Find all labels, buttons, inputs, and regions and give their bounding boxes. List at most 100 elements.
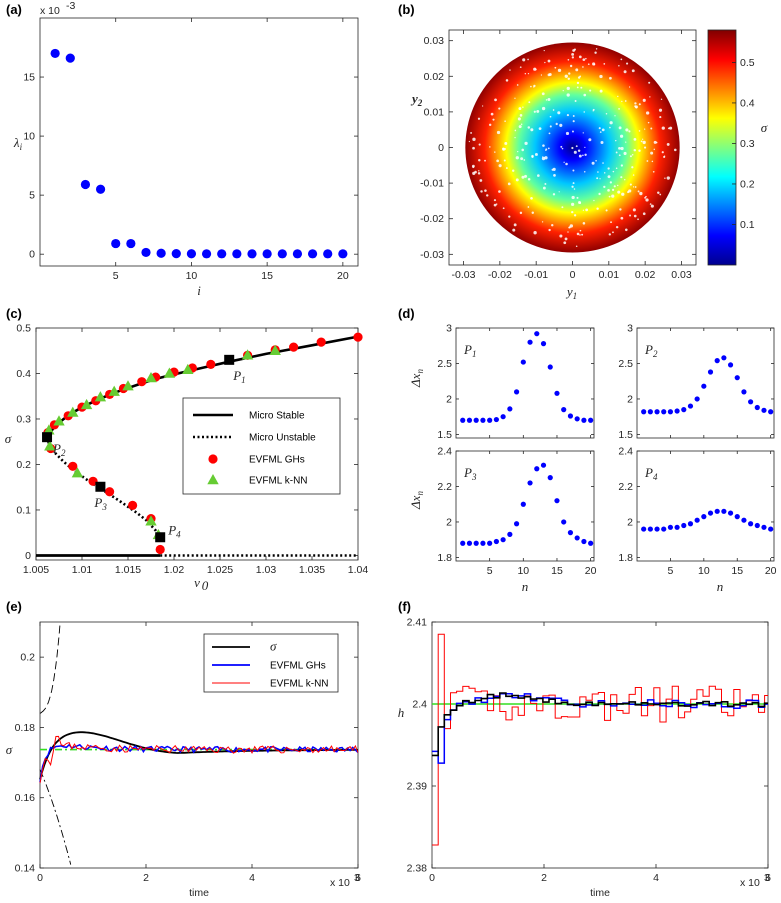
eigenvalue-point (247, 249, 257, 259)
profile-point (667, 409, 674, 415)
x-tick-label: 6 (765, 872, 771, 884)
profile-point (581, 417, 587, 423)
scatter-gap (482, 105, 484, 107)
scatter-gap (575, 68, 579, 72)
scatter-gap (533, 67, 537, 71)
profile-point (687, 521, 694, 527)
x-tick-label: 1.04 (348, 564, 369, 576)
y-tick-label: 0.01 (424, 106, 445, 118)
scatter-gap (544, 156, 548, 160)
scatter-gap (587, 63, 590, 66)
scatter-gap (521, 175, 525, 179)
scatter-gap (585, 57, 587, 60)
eigenvalue-point (201, 249, 212, 259)
scatter-gap (527, 206, 530, 208)
scatter-gap (608, 195, 611, 198)
scatter-gap (571, 52, 575, 56)
scatter-gap (596, 177, 599, 180)
profile-point (487, 417, 493, 423)
scatter-gap (628, 130, 631, 133)
y-tick-label: 0.2 (20, 652, 35, 664)
scatter-gap (571, 146, 574, 150)
ghs-point (155, 544, 165, 555)
profile-point (513, 521, 520, 527)
scatter-gap (541, 106, 546, 111)
knn-point (44, 440, 56, 451)
profile-point (681, 522, 687, 529)
scatter-gap (584, 146, 586, 149)
y-tick-label: 2.39 (407, 781, 428, 793)
profile-point (473, 540, 479, 546)
x-axis-label: i (197, 283, 201, 298)
eigenvalue-point (323, 249, 333, 259)
profile-point (534, 466, 540, 472)
scatter-gap (472, 146, 475, 150)
knn-point (122, 380, 134, 391)
scatter-gap (552, 109, 555, 111)
scatter-gap (644, 128, 646, 130)
profile-point (493, 538, 499, 545)
scatter-gap (549, 125, 552, 128)
scatter-gap (505, 79, 509, 82)
y-tick-label: 2 (446, 393, 452, 405)
knn-series (39, 735, 359, 784)
knn-point (71, 467, 84, 478)
scatter-gap (468, 140, 470, 143)
scatter-gap (583, 111, 585, 113)
profile-point (487, 540, 493, 546)
scatter-gap (620, 176, 623, 179)
scatter-gap (598, 192, 601, 196)
knn-point (163, 367, 176, 378)
knn-point (94, 391, 107, 402)
legend-label: EVFML GHs (249, 455, 305, 466)
scatter-gap (566, 86, 570, 91)
profile-point (574, 416, 580, 422)
knn-point (269, 344, 281, 355)
scatter-gap (548, 132, 551, 135)
scatter-gap (653, 148, 656, 151)
legend (203, 633, 339, 693)
scatter-gap (612, 170, 615, 173)
scatter-gap (507, 182, 511, 186)
x-tick-label: 10 (186, 270, 198, 282)
scatter-gap (498, 164, 502, 168)
scatter-gap (530, 85, 532, 88)
scatter-gap (583, 93, 587, 97)
scatter-gap (480, 190, 483, 193)
marker-p3 (95, 481, 106, 492)
scatter-gap (663, 155, 666, 157)
eigenvalue-point (186, 249, 197, 259)
ghs-point (88, 476, 98, 486)
scatter-gap (477, 117, 481, 120)
x-tick-label: 20 (585, 565, 597, 577)
scatter-gap (503, 159, 506, 162)
scatter-gap (591, 161, 595, 165)
scatter-gap (519, 114, 523, 117)
scatter-gap (531, 211, 535, 214)
scatter-gap (566, 113, 570, 117)
eigenvalue-point (232, 249, 242, 259)
y-tick-label: -0.03 (420, 249, 444, 261)
scatter-gap (609, 76, 612, 80)
profile-point (748, 399, 754, 405)
scatter-gap (528, 101, 531, 104)
scatter-gap (620, 216, 624, 220)
scatter-gap (543, 49, 545, 52)
scatter-gap (567, 77, 570, 80)
scatter-gap (652, 170, 655, 173)
scatter-gap (642, 138, 644, 140)
scatter-gap (629, 183, 632, 186)
scatter-gap (625, 141, 627, 143)
scatter-gap (628, 189, 632, 193)
profile-point (741, 517, 747, 523)
scatter-gap (496, 130, 501, 135)
scatter-gap (588, 138, 592, 142)
x-tick-label: 0 (429, 872, 435, 884)
scatter-gap (496, 159, 500, 163)
scatter-gap (478, 159, 481, 162)
scatter-gap (642, 212, 646, 216)
marker-p4 (155, 532, 166, 543)
scatter-gap (618, 147, 621, 150)
eigenvalue-point (126, 238, 136, 249)
